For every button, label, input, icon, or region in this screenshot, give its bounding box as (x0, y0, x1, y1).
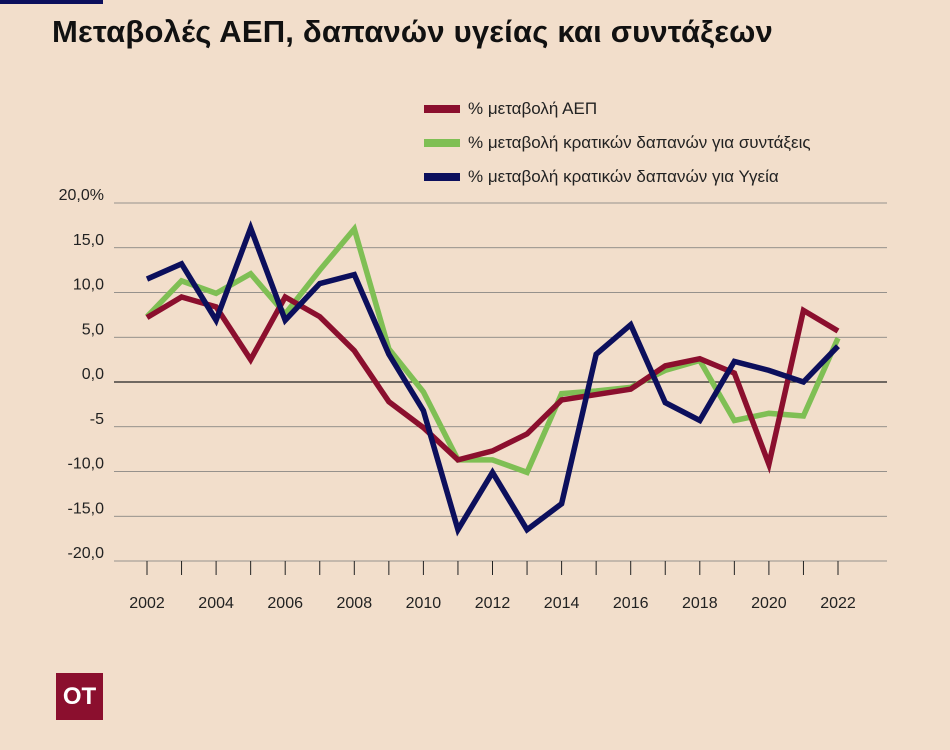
x-tick-label: 2014 (544, 595, 580, 612)
x-tick-label: 2018 (682, 595, 718, 612)
x-tick-label: 2010 (406, 595, 442, 612)
x-tick-label: 2016 (613, 595, 649, 612)
y-tick-label: -10,0 (68, 456, 105, 473)
legend-item-gdp: % μεταβολή ΑΕΠ (424, 92, 811, 126)
chart-legend: % μεταβολή ΑΕΠ % μεταβολή κρατικών δαπαν… (424, 92, 811, 194)
y-tick-label: 0,0 (82, 366, 104, 383)
x-tick-label: 2012 (475, 595, 511, 612)
series-line-health (145, 220, 840, 537)
legend-label-gdp: % μεταβολή ΑΕΠ (468, 99, 598, 118)
y-tick-label: -5 (90, 411, 104, 428)
legend-item-health: % μεταβολή κρατικών δαπανών για Υγεία (424, 160, 811, 194)
legend-label-pensions: % μεταβολή κρατικών δαπανών για συντάξει… (468, 133, 811, 152)
x-tick-label: 2020 (751, 595, 787, 612)
series-line-pensions (145, 223, 841, 476)
top-accent-rule (0, 0, 103, 4)
x-tick-label: 2002 (129, 595, 165, 612)
x-tick-label: 2006 (267, 595, 303, 612)
x-tick-label: 2004 (198, 595, 234, 612)
y-tick-label: 20,0% (59, 187, 104, 204)
y-tick-label: 10,0 (73, 277, 104, 294)
ot-logo: ΟΤ (56, 673, 103, 720)
legend-item-pensions: % μεταβολή κρατικών δαπανών για συντάξει… (424, 126, 811, 160)
legend-label-health: % μεταβολή κρατικών δαπανών για Υγεία (468, 167, 779, 186)
chart-title: Μεταβολές ΑΕΠ, δαπανών υγείας και συντάξ… (52, 14, 773, 49)
y-tick-label: 15,0 (73, 232, 104, 249)
y-tick-label: -20,0 (68, 545, 105, 562)
x-tick-label: 2022 (820, 595, 856, 612)
legend-swatch-health (424, 173, 460, 181)
legend-swatch-gdp (424, 105, 460, 113)
y-tick-label: -15,0 (68, 500, 105, 517)
x-tick-label: 2008 (337, 595, 373, 612)
legend-swatch-pensions (424, 139, 460, 147)
series-line-gdp (145, 293, 840, 474)
y-tick-label: 5,0 (82, 321, 104, 338)
